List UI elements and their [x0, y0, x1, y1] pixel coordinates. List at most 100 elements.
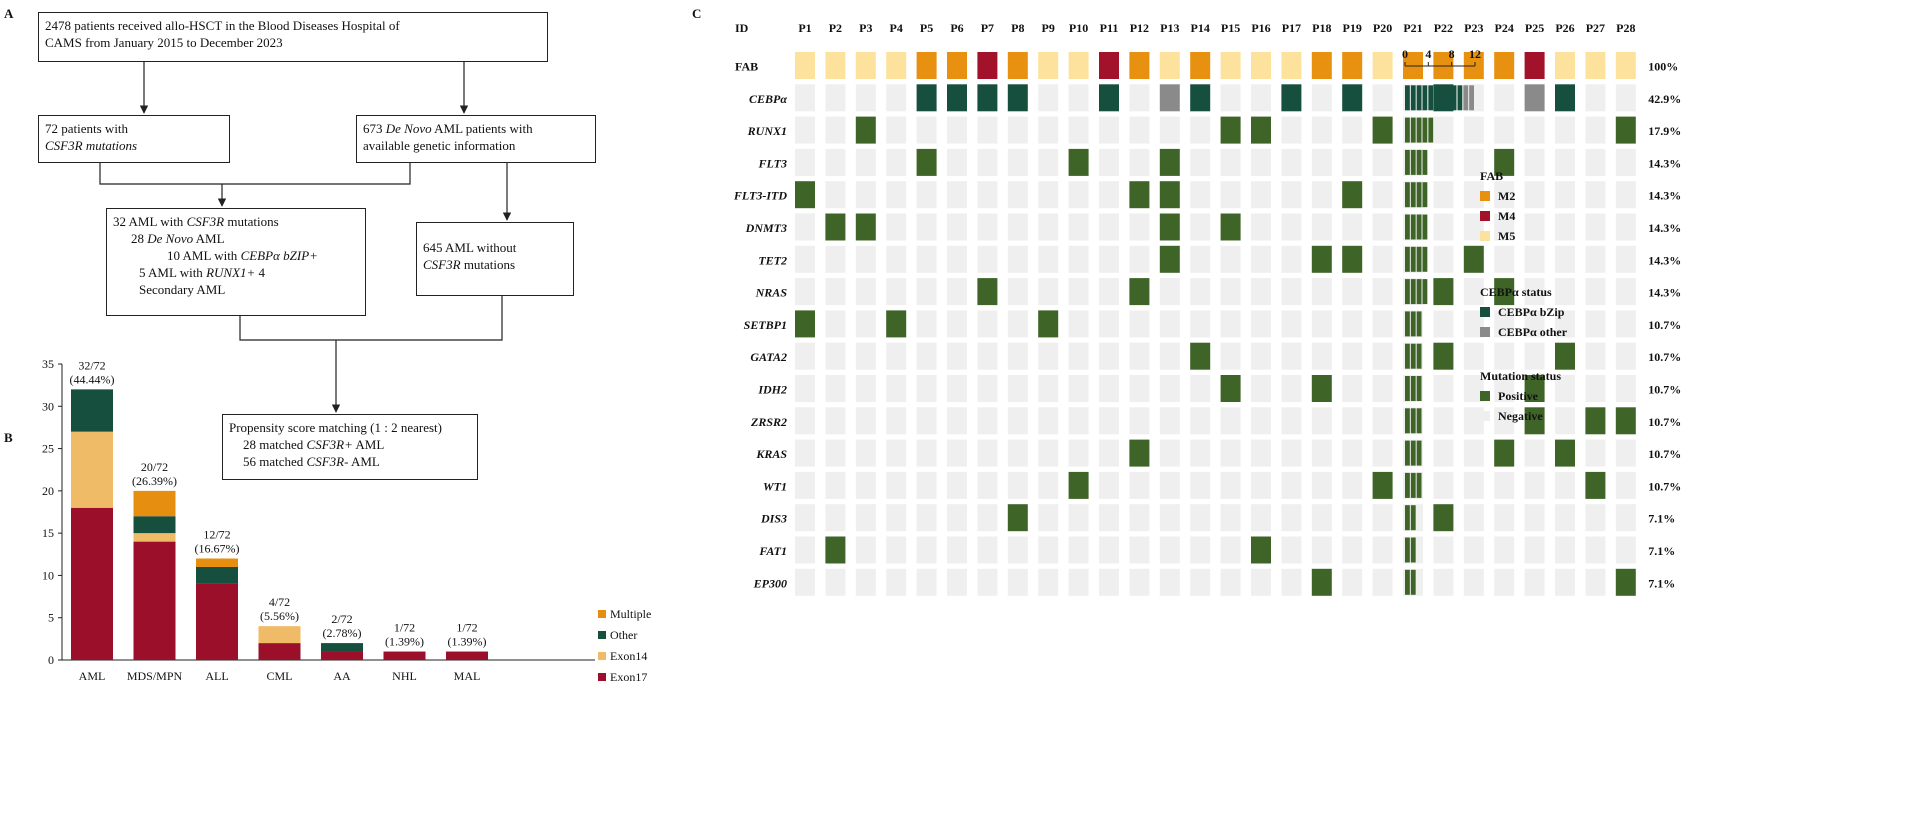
count-bar-segment	[1405, 376, 1410, 401]
mutation-cell	[947, 84, 967, 112]
mutation-cell	[795, 375, 815, 402]
mutation-cell	[977, 342, 998, 370]
mutation-cell	[1190, 148, 1211, 176]
mutation-cell	[1342, 342, 1363, 370]
patient-id-label: P18	[1312, 21, 1331, 35]
mutation-cell	[1159, 407, 1180, 435]
patient-id-label: P6	[950, 21, 963, 35]
mutation-cell	[916, 342, 937, 370]
mutation-cell	[916, 181, 937, 209]
x-tick-label: ALL	[205, 669, 228, 683]
mutation-cell	[886, 148, 907, 176]
legend-swatch	[1480, 307, 1490, 317]
mutation-cell	[947, 278, 967, 306]
count-bar-segment	[1410, 149, 1416, 175]
mutation-cell	[1220, 213, 1241, 241]
legend-label: CEBPα bZip	[1498, 305, 1565, 319]
fab-cell	[1220, 52, 1241, 79]
mutation-cell	[1433, 342, 1454, 370]
legend-swatch	[598, 610, 606, 618]
mutation-cell	[1129, 471, 1150, 499]
patient-id-label: P4	[890, 21, 903, 35]
mutation-cell	[1159, 278, 1180, 306]
mutation-cell	[1220, 84, 1241, 112]
mutation-cell	[977, 181, 998, 209]
mutation-cell	[1433, 181, 1454, 209]
mutation-cell	[1311, 504, 1332, 532]
mutation-cell	[1463, 148, 1484, 176]
mutation-cell	[1615, 181, 1636, 209]
mutation-cell	[1007, 471, 1028, 499]
mutation-cell	[1524, 439, 1545, 467]
fab-cell	[1099, 52, 1119, 79]
count-bar-segment	[1410, 311, 1416, 337]
mutation-cell	[1524, 148, 1545, 176]
mutation-cell	[1433, 245, 1454, 273]
mutation-cell	[1615, 407, 1636, 435]
mutation-cell	[795, 213, 815, 241]
fab-cell	[1615, 52, 1636, 79]
x-tick-label: NHL	[392, 669, 417, 683]
flow-box-aml-with-csf3r: 32 AML with CSF3R mutations 28 De Novo A…	[106, 208, 366, 316]
fab-cell	[1281, 52, 1302, 79]
mutation-cell	[1068, 310, 1089, 338]
mutation-cell	[1342, 375, 1363, 402]
mutation-cell	[1585, 504, 1606, 532]
mutation-cell	[1007, 375, 1028, 402]
patient-id-label: P12	[1130, 21, 1149, 35]
mutation-cell	[855, 310, 876, 338]
flow-text: Secondary AML	[139, 282, 226, 297]
patient-id-label: P11	[1100, 21, 1119, 35]
legend-title: Mutation status	[1480, 369, 1561, 383]
count-bar-segment	[1463, 85, 1469, 111]
mutation-cell	[1311, 213, 1332, 241]
mutation-cell	[1038, 439, 1059, 467]
mutation-cell	[1129, 375, 1150, 402]
mutation-cell	[1068, 407, 1089, 435]
gene-percent: 42.9%	[1648, 92, 1681, 106]
fab-cell	[795, 52, 815, 79]
mutation-cell	[1615, 342, 1636, 370]
mutation-cell	[1615, 116, 1636, 144]
mutation-cell	[1129, 181, 1150, 209]
mutation-cell	[916, 568, 937, 596]
legend-swatch	[1480, 211, 1490, 221]
flow-text: 10 AML with CEBPα bZIP+	[167, 248, 318, 263]
mutation-cell	[1159, 375, 1180, 402]
count-bar-segment	[1410, 408, 1416, 434]
patient-id-label: P25	[1525, 21, 1544, 35]
mutation-cell	[1372, 278, 1393, 306]
mutation-cell	[1585, 536, 1606, 564]
mutation-cell	[1190, 536, 1211, 564]
mutation-cell	[1524, 407, 1545, 435]
patient-id-label: P1	[798, 21, 811, 35]
mutation-cell	[1068, 116, 1089, 144]
mutation-cell	[1159, 439, 1180, 467]
mutation-cell	[886, 84, 907, 112]
mutation-cell	[1433, 213, 1454, 241]
mutation-cell	[1190, 471, 1211, 499]
mutation-cell	[825, 245, 846, 273]
mutation-cell	[947, 375, 967, 402]
mutation-cell	[1068, 471, 1089, 499]
patient-id-label: P2	[829, 21, 842, 35]
gene-label: EP300	[753, 576, 787, 590]
mutation-cell	[977, 536, 998, 564]
bar-count-label: 12/72	[203, 528, 230, 542]
mutation-cell	[1281, 536, 1302, 564]
mutation-cell	[1311, 116, 1332, 144]
count-bar-segment	[1457, 85, 1463, 111]
mutation-cell	[1251, 310, 1271, 338]
gene-percent: 7.1%	[1648, 544, 1675, 558]
patient-id-label: P7	[981, 21, 994, 35]
mutation-cell	[886, 568, 907, 596]
legend-swatch	[1480, 411, 1490, 421]
mutation-cell	[1129, 213, 1150, 241]
mutation-cell	[1342, 213, 1363, 241]
mutation-cell	[825, 568, 846, 596]
mutation-cell	[825, 439, 846, 467]
count-bar-segment	[1405, 85, 1410, 111]
mutation-cell	[977, 213, 998, 241]
mutation-cell	[1099, 213, 1119, 241]
mutation-cell	[1038, 181, 1059, 209]
